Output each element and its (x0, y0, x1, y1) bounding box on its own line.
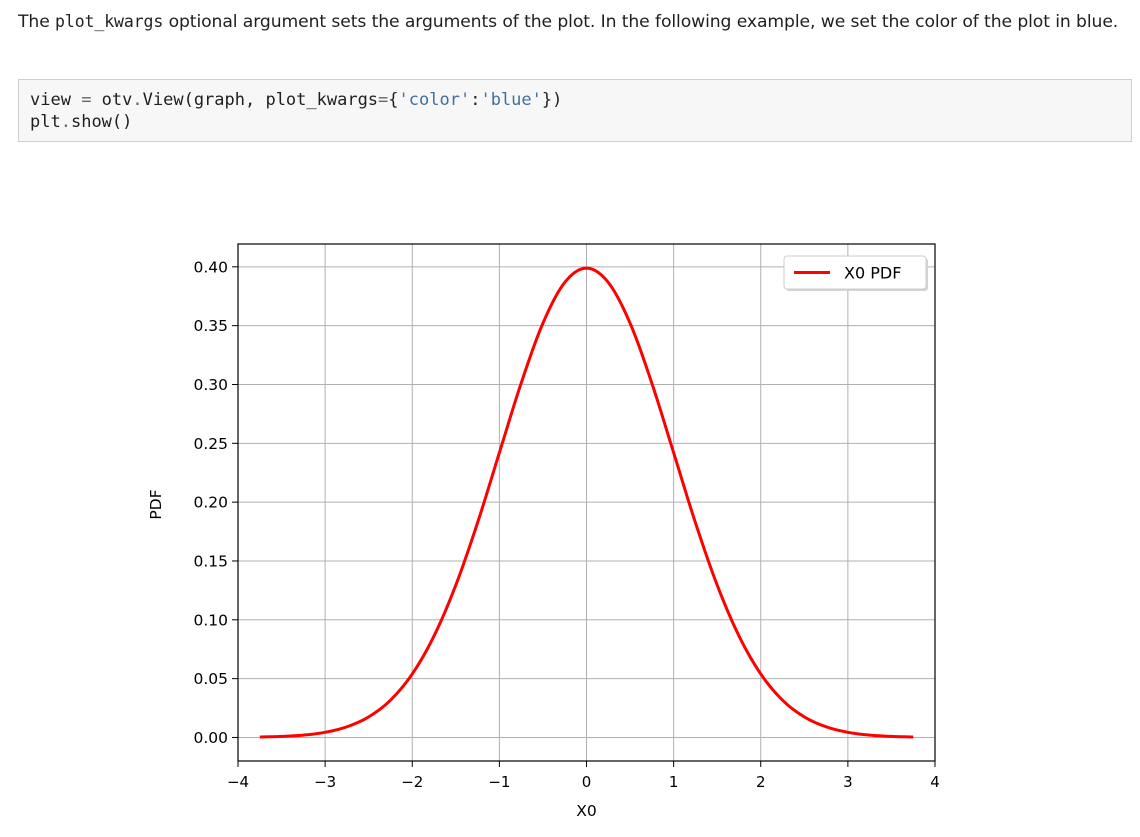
x-tick-label: 0 (582, 773, 592, 791)
x-tick-label: 4 (930, 773, 940, 791)
y-axis-label: PDF (147, 489, 165, 519)
x-tick-label: −3 (314, 773, 336, 791)
y-tick-label: 0.05 (193, 670, 228, 688)
x-tick-label: 2 (756, 773, 766, 791)
y-tick-label: 0.30 (193, 376, 228, 394)
y-tick-label: 0.00 (193, 729, 228, 747)
x-tick-label: −1 (488, 773, 510, 791)
y-tick-label: 0.10 (193, 611, 228, 629)
y-tick-label: 0.35 (193, 317, 228, 335)
x-axis-label: X0 (576, 802, 596, 820)
legend-label: X0 PDF (844, 264, 901, 283)
y-tick-label: 0.15 (193, 552, 228, 570)
y-tick-label: 0.25 (193, 435, 228, 453)
y-tick-label: 0.40 (193, 258, 228, 276)
x-tick-label: −2 (401, 773, 423, 791)
x-tick-label: 1 (669, 773, 679, 791)
x-tick-label: 3 (843, 773, 853, 791)
y-tick-label: 0.20 (193, 494, 228, 512)
x-tick-label: −4 (227, 773, 249, 791)
